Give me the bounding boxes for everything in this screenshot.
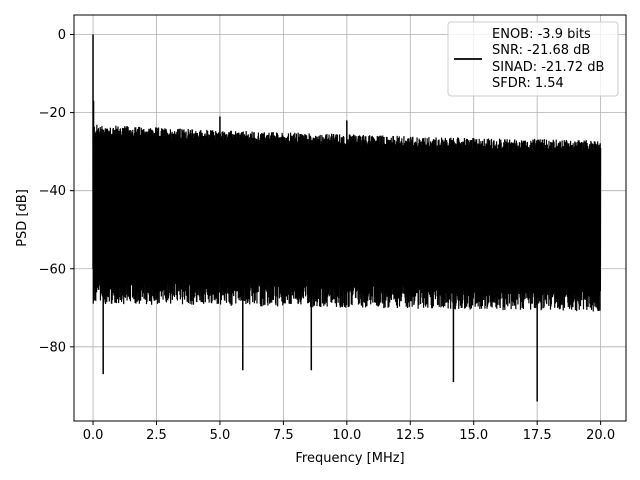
x-axis-label: Frequency [MHz]: [295, 451, 404, 466]
plot-frame: [73, 14, 627, 422]
x-tick-label: 10.0: [332, 428, 361, 443]
x-tick-label: 12.5: [396, 428, 425, 443]
y-tick-label: 0: [58, 28, 66, 43]
x-tick-label: 0.0: [83, 428, 104, 443]
legend-line-sfdr: SFDR: 1.54: [492, 76, 564, 91]
psd-series: [92, 34, 602, 402]
x-tick-label: 7.5: [273, 428, 294, 443]
legend: ENOB: -3.9 bits SNR: -21.68 dB SINAD: -2…: [447, 21, 619, 97]
x-axis-ticks: 0.0 2.5 5.0 7.5 10.0 12.5 15.0 17.5 20.0: [83, 421, 615, 443]
y-axis-ticks: 0 −20 −40 −60 −80: [39, 28, 74, 355]
x-tick-label: 17.5: [523, 428, 552, 443]
x-tick-label: 5.0: [210, 428, 231, 443]
psd-trace: [92, 124, 602, 312]
x-tick-label: 20.0: [586, 428, 615, 443]
legend-line-enob: ENOB: -3.9 bits: [492, 27, 591, 42]
y-axis-label: PSD [dB]: [15, 189, 30, 247]
legend-line-snr: SNR: -21.68 dB: [492, 43, 590, 58]
legend-box: [447, 21, 619, 97]
y-tick-label: −60: [39, 262, 66, 277]
x-tick-label: 2.5: [146, 428, 167, 443]
y-tick-label: −80: [39, 340, 66, 355]
x-tick-label: 15.0: [459, 428, 488, 443]
y-tick-label: −20: [39, 106, 66, 121]
legend-line-sinad: SINAD: -21.72 dB: [492, 60, 604, 75]
y-tick-label: −40: [39, 184, 66, 199]
